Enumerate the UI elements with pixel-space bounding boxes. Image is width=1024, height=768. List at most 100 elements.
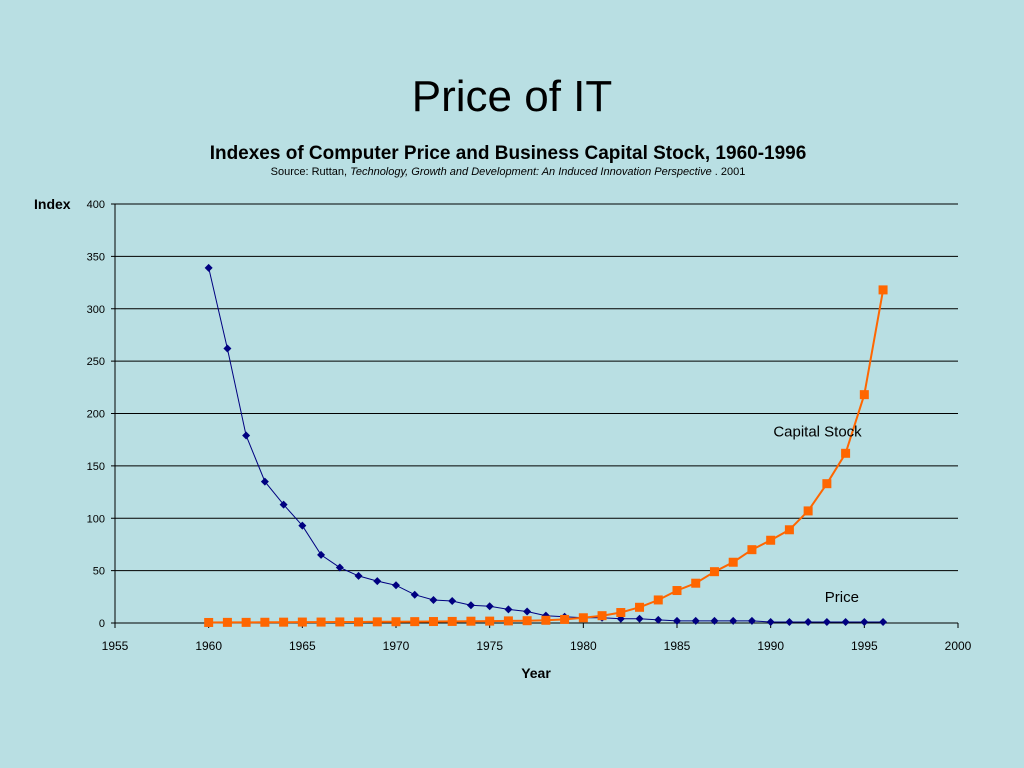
capital-stock-point (878, 285, 888, 295)
price-point (317, 550, 326, 559)
price-point (841, 617, 850, 626)
capital-stock-point (372, 617, 382, 627)
price-point (860, 617, 869, 626)
price-point (448, 597, 457, 606)
capital-stock-point (597, 611, 607, 621)
x-axis-title: Year (521, 665, 551, 681)
y-tick-label: 50 (93, 566, 105, 578)
price-point (504, 605, 513, 614)
price-point (223, 344, 232, 353)
x-tick-label: 1975 (476, 639, 503, 653)
capital-stock-point (316, 617, 326, 627)
capital-stock-point (428, 617, 438, 627)
capital-stock-point (204, 617, 214, 627)
capital-stock-point (391, 617, 401, 627)
capital-stock-point (766, 535, 776, 545)
price-point (260, 477, 269, 486)
x-tick-label: 1985 (664, 639, 691, 653)
capital-stock-point (691, 578, 701, 588)
price-point (485, 602, 494, 611)
chart-title: Indexes of Computer Price and Business C… (209, 143, 807, 164)
y-tick-label: 0 (99, 618, 105, 630)
capital-stock-point (354, 617, 364, 627)
capital-stock-annotation: Capital Stock (773, 424, 862, 441)
y-tick-label: 350 (87, 251, 105, 263)
capital-stock-point (241, 617, 251, 627)
y-axis-title: Index (34, 196, 71, 212)
capital-stock-point (560, 614, 570, 624)
x-tick-label: 1965 (289, 639, 316, 653)
x-tick-label: 1955 (102, 639, 129, 653)
price-point (729, 616, 738, 625)
price-point (804, 617, 813, 626)
capital-stock-point (841, 448, 851, 458)
capital-stock-point (335, 617, 345, 627)
capital-stock-point (410, 617, 420, 627)
y-tick-label: 200 (87, 409, 105, 421)
price-point (766, 617, 775, 626)
price-point (204, 263, 213, 272)
price-point (429, 595, 438, 604)
price-point (710, 616, 719, 625)
y-tick-label: 250 (87, 356, 105, 368)
price-point (298, 521, 307, 530)
y-tick-label: 300 (87, 304, 105, 316)
price-point (879, 617, 888, 626)
price-point (410, 590, 419, 599)
capital-stock-point (503, 616, 513, 626)
price-point (635, 614, 644, 623)
capital-stock-point (222, 617, 232, 627)
capital-stock-point (747, 545, 757, 555)
price-point (392, 581, 400, 590)
price-line (208, 267, 884, 623)
price-point (747, 616, 756, 625)
capital-stock-point (541, 615, 551, 625)
capital-stock-point (447, 616, 457, 626)
capital-stock-point (709, 567, 719, 577)
price-point (654, 615, 663, 624)
price-point (785, 617, 794, 626)
price-point (335, 563, 344, 572)
price-point (373, 577, 382, 586)
capital-stock-point (803, 506, 813, 516)
price-annotation: Price (825, 589, 859, 606)
y-tick-label: 150 (87, 461, 105, 473)
capital-stock-point (297, 617, 307, 627)
capital-stock-point (616, 608, 626, 618)
capital-stock-point (466, 616, 476, 626)
capital-stock-point (578, 613, 588, 623)
capital-stock-point (260, 617, 270, 627)
slide-title: Price of IT (411, 72, 613, 121)
capital-stock-point (784, 525, 794, 535)
x-tick-label: 1960 (195, 639, 222, 653)
price-point (523, 607, 532, 616)
y-tick-label: 400 (87, 199, 105, 211)
source-suffix: . 2001 (711, 166, 746, 178)
x-tick-label: 1995 (851, 639, 878, 653)
series: Capital Stock Price (204, 263, 888, 627)
price-point (691, 616, 700, 625)
chart-source: Source: Ruttan, Technology, Growth and D… (0, 166, 1016, 178)
capital-stock-line (208, 289, 885, 624)
capital-stock-point (859, 390, 869, 400)
price-point (673, 616, 681, 625)
capital-stock-point (522, 616, 532, 626)
capital-stock-point (485, 616, 495, 626)
price-point (242, 431, 251, 440)
price-point (822, 617, 831, 626)
price-point (279, 500, 288, 509)
x-tick-label: 1990 (757, 639, 784, 653)
capital-stock-point (653, 595, 663, 605)
y-tick-label: 100 (87, 513, 105, 525)
price-point (354, 571, 363, 580)
capital-stock-point (672, 586, 682, 596)
capital-stock-point (279, 617, 289, 627)
capital-stock-point (635, 602, 645, 612)
axes: 0 50 100 150 200 250 300 350 400 1955 1960 1965 1970… (87, 199, 972, 653)
source-prefix: Source: Ruttan, (270, 166, 351, 178)
x-tick-label: 2000 (945, 639, 972, 653)
source-book-title: Technology, Growth and Development: An I… (350, 166, 712, 178)
x-tick-label: 1970 (383, 639, 410, 653)
capital-stock-point (728, 557, 738, 567)
